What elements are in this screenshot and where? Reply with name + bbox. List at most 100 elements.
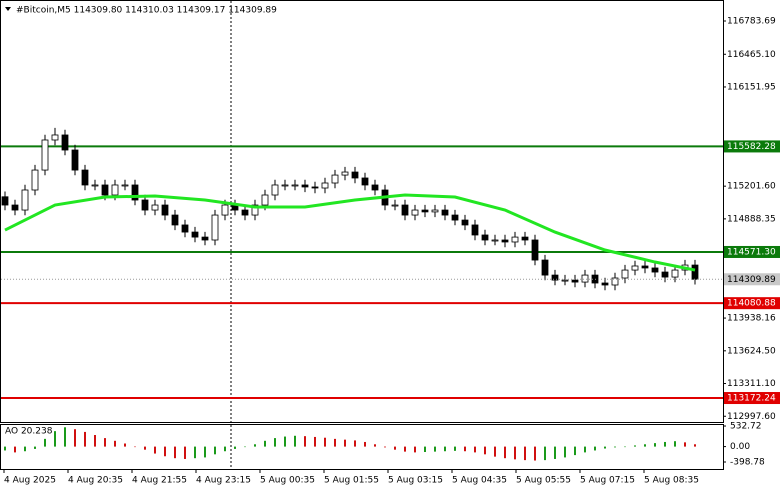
candle-body (551, 274, 559, 281)
candle-body (441, 209, 449, 216)
candle-body (171, 214, 179, 226)
ao-bar (644, 444, 646, 447)
candle-body (61, 134, 69, 151)
ao-bar (654, 443, 656, 447)
candle-body (651, 267, 659, 273)
chart-title: #Bitcoin,M5 114309.80 114310.03 114309.1… (16, 6, 277, 16)
candle-body (221, 204, 229, 216)
ao-bar (664, 441, 666, 447)
ao-bar (44, 438, 46, 447)
ao-bar (334, 438, 336, 447)
candle-body (361, 177, 369, 186)
candle-body (121, 184, 129, 187)
candle-body (141, 199, 149, 211)
y-tick-label: 116151.95 (727, 82, 776, 92)
ao-bar (424, 446, 426, 453)
ao-bar (494, 446, 496, 457)
ao-frame (0, 424, 724, 470)
level-label: 113172.24 (727, 394, 776, 404)
ao-bar (554, 446, 556, 459)
candle-body (471, 224, 479, 236)
x-tick-label: 5 Aug 07:15 (580, 476, 635, 486)
candle-body (661, 271, 669, 278)
y-tick-label: 116783.69 (727, 17, 776, 27)
x-tick-label: 5 Aug 08:35 (644, 476, 699, 486)
ao-bar (674, 441, 676, 447)
candle-body (541, 259, 549, 276)
ao-tick-label: 532.72 (730, 422, 762, 432)
ao-bar (634, 445, 636, 447)
x-tick-label: 5 Aug 03:15 (388, 476, 443, 486)
candle-body (561, 279, 569, 282)
y-tick-label: 115201.60 (727, 182, 776, 192)
candle-body (131, 184, 139, 201)
candle-body (411, 209, 419, 216)
level-label: 115582.28 (727, 142, 776, 152)
level-box (724, 392, 780, 405)
ao-bar (64, 427, 66, 447)
candle-body (341, 171, 349, 176)
ao-bar (94, 435, 96, 447)
candle-body (261, 194, 269, 206)
y-tick-label: 116465.10 (727, 50, 776, 60)
last-price-box (724, 273, 780, 286)
ao-bar (124, 443, 126, 447)
level-box (724, 297, 780, 310)
candle-body (501, 239, 509, 243)
level-label: 114571.30 (727, 247, 776, 257)
candle-body (41, 139, 49, 171)
candle-body (251, 204, 259, 216)
candle-body (91, 184, 99, 187)
ao-bar (154, 446, 156, 454)
ao-bar (214, 446, 216, 455)
candle-body (431, 209, 439, 213)
y-tick-label: 112997.60 (727, 412, 776, 422)
candle-body (351, 171, 359, 179)
ao-bar (604, 446, 606, 449)
ao-bar (174, 446, 176, 459)
ao-bar (584, 446, 586, 453)
ao-tick-label: -398.78 (730, 458, 765, 468)
ao-bar (454, 446, 456, 451)
ao-bar (234, 446, 236, 449)
ao-bar (404, 446, 406, 452)
ao-bar (164, 446, 166, 457)
ao-bar (294, 435, 296, 447)
candle-body (201, 236, 209, 241)
x-tick-label: 5 Aug 05:55 (516, 476, 571, 486)
candle-body (161, 204, 169, 216)
ao-bar (694, 444, 696, 447)
ao-bar (104, 438, 106, 447)
y-tick-label: 114888.35 (727, 214, 776, 224)
candle-body (401, 204, 409, 216)
last-price-label: 114309.89 (727, 275, 776, 285)
candle-body (211, 214, 219, 241)
ao-bar (254, 444, 256, 447)
y-tick-label: 113311.10 (727, 379, 776, 389)
ao-bar (34, 446, 36, 449)
candle-body (521, 236, 529, 241)
candle-body (151, 204, 159, 211)
candle-body (271, 184, 279, 196)
ao-bar (374, 444, 376, 447)
x-tick-label: 4 Aug 2025 (4, 476, 56, 486)
candle-body (241, 209, 249, 216)
ao-bar (354, 440, 356, 447)
ao-bar (324, 437, 326, 447)
ao-bar (444, 446, 446, 452)
candle-body (641, 265, 649, 269)
ao-bar (564, 446, 566, 458)
candle-body (291, 184, 299, 187)
ao-bar (384, 446, 386, 448)
candle-body (671, 269, 679, 278)
level-box (724, 140, 780, 153)
candle-body (391, 204, 399, 207)
candle-body (601, 282, 609, 286)
candle-body (11, 204, 19, 211)
candle-body (371, 184, 379, 191)
x-tick-label: 4 Aug 23:15 (196, 476, 251, 486)
candle-body (81, 169, 89, 186)
y-tick-label: 113938.16 (727, 314, 776, 324)
candle-body (21, 189, 29, 211)
